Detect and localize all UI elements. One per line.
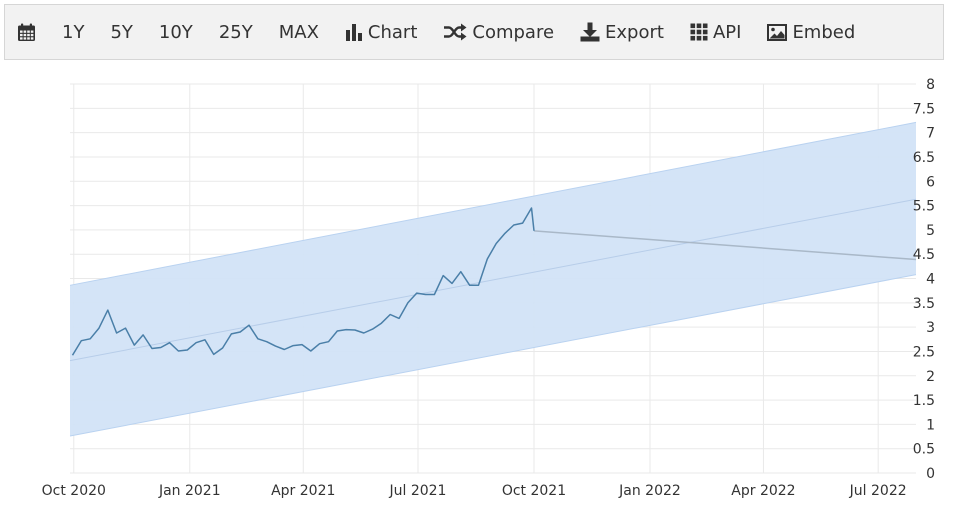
embed-label: Embed <box>792 21 856 43</box>
y-tick-label: 5.5 <box>913 199 935 215</box>
y-tick-label: 2.5 <box>913 344 935 360</box>
chart-label: Chart <box>367 21 418 43</box>
x-tick-label: Oct 2020 <box>42 483 106 499</box>
y-tick-label: 6 <box>926 174 935 190</box>
x-tick-label: Oct 2021 <box>502 483 566 499</box>
x-axis: Oct 2020 Jan 2021 Apr 2021 Jul 2021 Oct 2021… <box>42 483 907 499</box>
y-tick-label: 1.5 <box>913 393 935 409</box>
y-tick-label: 4.5 <box>913 247 935 263</box>
image-icon <box>767 23 788 41</box>
trend-line <box>69 198 917 362</box>
calendar-button[interactable] <box>5 5 49 59</box>
y-tick-label: 5 <box>926 223 935 239</box>
range-max-label: MAX <box>278 21 319 43</box>
shuffle-icon <box>444 23 467 41</box>
y-tick-label: 6.5 <box>913 150 935 166</box>
y-tick-label: 3 <box>926 320 935 336</box>
range-5y-label: 5Y <box>110 21 133 43</box>
x-tick-label: Apr 2021 <box>271 483 335 499</box>
trend-band-area <box>70 122 916 437</box>
x-tick-label: Jan 2021 <box>158 483 221 499</box>
range-25y-button[interactable]: 25Y <box>206 5 266 59</box>
forecast-line <box>533 230 917 261</box>
chart-button[interactable]: Chart <box>332 5 430 59</box>
x-tick-label: Jan 2022 <box>618 483 681 499</box>
x-tick-label: Jul 2021 <box>388 483 446 499</box>
series-line <box>71 207 535 356</box>
calendar-icon <box>18 23 35 41</box>
y-tick-label: 7.5 <box>913 101 935 117</box>
trend-band-upper-line <box>69 121 917 286</box>
x-tick-label: Jul 2022 <box>849 483 907 499</box>
download-icon <box>580 22 600 42</box>
range-10y-label: 10Y <box>158 21 193 43</box>
y-tick-label: 8 <box>926 77 935 93</box>
range-max-button[interactable]: MAX <box>266 5 332 59</box>
trend-band <box>69 121 917 437</box>
embed-button[interactable]: Embed <box>754 5 868 59</box>
api-label: API <box>712 21 742 43</box>
range-5y-button[interactable]: 5Y <box>97 5 145 59</box>
export-button[interactable]: Export <box>567 5 677 59</box>
compare-button[interactable]: Compare <box>430 5 567 59</box>
y-tick-label: 0 <box>926 466 935 482</box>
range-10y-button[interactable]: 10Y <box>146 5 206 59</box>
x-tick-label: Apr 2022 <box>731 483 795 499</box>
range-25y-label: 25Y <box>218 21 253 43</box>
y-tick-label: 4 <box>926 272 935 288</box>
y-axis: 0 0.5 1 1.5 2 2.5 3 3.5 4 4.5 5 5.5 6 6.5 7 7.5 8 <box>913 77 935 482</box>
export-label: Export <box>605 21 664 43</box>
toolbar: 1Y 5Y 10Y 25Y MAX Chart Compare Export <box>4 4 944 60</box>
trend-band-lower-line <box>69 274 917 437</box>
range-1y-button[interactable]: 1Y <box>49 5 97 59</box>
y-tick-label: 0.5 <box>913 442 935 458</box>
grid-icon <box>690 23 708 41</box>
y-tick-label: 2 <box>926 369 935 385</box>
series-layer <box>71 207 917 356</box>
compare-label: Compare <box>472 21 555 43</box>
line-chart: Oct 2020 Jan 2021 Apr 2021 Jul 2021 Oct 2021… <box>42 77 935 499</box>
api-button[interactable]: API <box>677 5 754 59</box>
y-tick-label: 1 <box>926 417 935 433</box>
y-tick-label: 3.5 <box>913 296 935 312</box>
y-tick-label: 7 <box>926 126 935 142</box>
bar-chart-icon <box>345 24 362 41</box>
range-1y-label: 1Y <box>62 21 85 43</box>
